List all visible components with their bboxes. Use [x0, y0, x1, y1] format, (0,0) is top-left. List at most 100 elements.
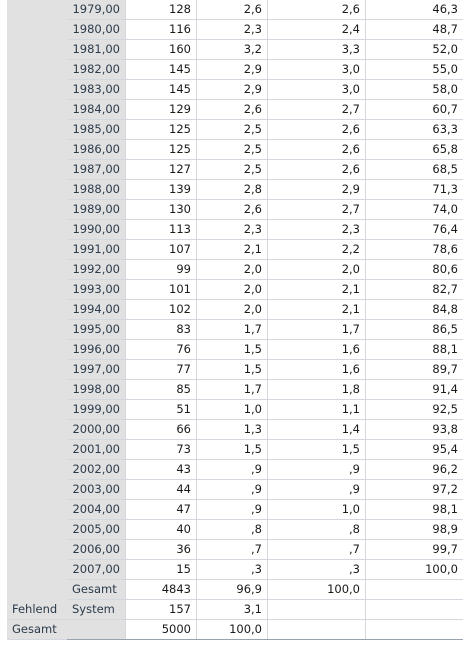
year-label: 1982,00	[67, 59, 126, 80]
missing-group-label: Fehlend	[7, 599, 67, 620]
group-label-cell	[7, 519, 67, 540]
frequency-table-body: 1979,00 128 2,6 2,6 46,3 1980,00 116 2,3 2,4 48,7…	[7, 0, 463, 640]
frequency-cell: 77	[125, 359, 197, 380]
cumulative-percent-cell	[365, 619, 463, 640]
year-label: 1983,00	[67, 79, 126, 100]
valid-percent-cell: 2,6	[267, 0, 366, 20]
valid-percent-cell: 2,2	[267, 239, 366, 260]
group-label-cell	[7, 0, 67, 20]
percent-cell: 2,6	[196, 99, 268, 120]
group-label-cell	[7, 239, 67, 260]
valid-percent-cell: 1,7	[267, 319, 366, 340]
table-row: 1990,00 113 2,3 2,3 76,4	[7, 219, 463, 240]
valid-percent-cell: 1,6	[267, 339, 366, 360]
table-row: 2000,00 66 1,3 1,4 93,8	[7, 419, 463, 440]
valid-percent-cell: 2,6	[267, 159, 366, 180]
group-label-cell	[7, 219, 67, 240]
valid-percent-cell: ,9	[267, 459, 366, 480]
table-row: 1982,00 145 2,9 3,0 55,0	[7, 59, 463, 80]
group-label-cell	[7, 379, 67, 400]
valid-percent-cell: 1,6	[267, 359, 366, 380]
cumulative-percent-cell: 89,7	[365, 359, 463, 380]
valid-percent-cell: 2,6	[267, 139, 366, 160]
year-label: 2000,00	[67, 419, 126, 440]
cumulative-percent-cell: 52,0	[365, 39, 463, 60]
frequency-cell: 130	[125, 199, 197, 220]
frequency-cell: 139	[125, 179, 197, 200]
table-row: 2005,00 40,8,8 98,9	[7, 519, 463, 540]
frequency-cell: 15	[125, 559, 197, 580]
percent-cell: 2,3	[196, 19, 268, 40]
cumulative-percent-cell: 98,1	[365, 499, 463, 520]
group-label-cell	[7, 359, 67, 380]
cumulative-percent-cell: 71,3	[365, 179, 463, 200]
frequency-cell: 40	[125, 519, 197, 540]
frequency-cell: 129	[125, 99, 197, 120]
cumulative-percent-cell: 65,8	[365, 139, 463, 160]
valid-percent-cell: ,7	[267, 539, 366, 560]
frequency-cell: 128	[125, 0, 197, 20]
year-label: 1995,00	[67, 319, 126, 340]
cumulative-percent-cell: 95,4	[365, 439, 463, 460]
group-label-cell	[7, 139, 67, 160]
group-label-cell	[7, 59, 67, 80]
year-label: 1979,00	[67, 0, 126, 20]
year-label: 1998,00	[67, 379, 126, 400]
frequency-cell: 83	[125, 319, 197, 340]
percent-cell: 2,0	[196, 299, 268, 320]
table-row: 2002,00 43,9,9 96,2	[7, 459, 463, 480]
percent-cell: ,7	[196, 539, 268, 560]
year-label: 1987,00	[67, 159, 126, 180]
table-row: 1988,00 139 2,8 2,9 71,3	[7, 179, 463, 200]
percent-cell: 1,3	[196, 419, 268, 440]
year-label: 2001,00	[67, 439, 126, 460]
frequency-cell: 73	[125, 439, 197, 460]
valid-percent-cell: 3,3	[267, 39, 366, 60]
year-label: 1980,00	[67, 19, 126, 40]
group-label-cell	[7, 459, 67, 480]
year-label: 1986,00	[67, 139, 126, 160]
cumulative-percent-cell: 93,8	[365, 419, 463, 440]
percent-cell: 1,5	[196, 359, 268, 380]
table-row: 1989,00 130 2,6 2,7 74,0	[7, 199, 463, 220]
valid-percent-cell: 2,6	[267, 119, 366, 140]
year-label: 2005,00	[67, 519, 126, 540]
group-label-cell	[7, 339, 67, 360]
year-label: 1991,00	[67, 239, 126, 260]
cumulative-percent-cell: 80,6	[365, 259, 463, 280]
valid-percent-cell: 2,7	[267, 99, 366, 120]
cumulative-percent-cell: 60,7	[365, 99, 463, 120]
frequency-cell: 4843	[125, 579, 197, 600]
year-label: 2006,00	[67, 539, 126, 560]
cumulative-percent-cell: 76,4	[365, 219, 463, 240]
year-label: 1981,00	[67, 39, 126, 60]
frequency-cell: 36	[125, 539, 197, 560]
frequency-cell: 127	[125, 159, 197, 180]
percent-cell: 2,5	[196, 159, 268, 180]
valid-percent-cell: 2,7	[267, 199, 366, 220]
table-row: 1994,00 102 2,0 2,1 84,8	[7, 299, 463, 320]
frequency-cell: 157	[125, 599, 197, 620]
table-row: 1993,00 101 2,0 2,1 82,7	[7, 279, 463, 300]
group-label-cell	[7, 319, 67, 340]
group-label-cell	[7, 259, 67, 280]
frequency-cell: 113	[125, 219, 197, 240]
year-label: 1997,00	[67, 359, 126, 380]
missing-row: Fehlend System 157 3,1	[7, 599, 463, 620]
group-label-cell	[7, 539, 67, 560]
frequency-cell: 125	[125, 139, 197, 160]
year-label: 1990,00	[67, 219, 126, 240]
cumulative-percent-cell: 63,3	[365, 119, 463, 140]
frequency-cell: 51	[125, 399, 197, 420]
table-row: 2007,00 15,3,3 100,0	[7, 559, 463, 580]
frequency-cell: 116	[125, 19, 197, 40]
valid-percent-cell: ,9	[267, 479, 366, 500]
group-label-cell	[7, 419, 67, 440]
group-label-cell	[7, 479, 67, 500]
year-label: 1992,00	[67, 259, 126, 280]
table-row: 1992,00 99 2,0 2,0 80,6	[7, 259, 463, 280]
percent-cell: 2,9	[196, 79, 268, 100]
percent-cell: 2,0	[196, 259, 268, 280]
cumulative-percent-cell: 58,0	[365, 79, 463, 100]
percent-cell: 2,1	[196, 239, 268, 260]
